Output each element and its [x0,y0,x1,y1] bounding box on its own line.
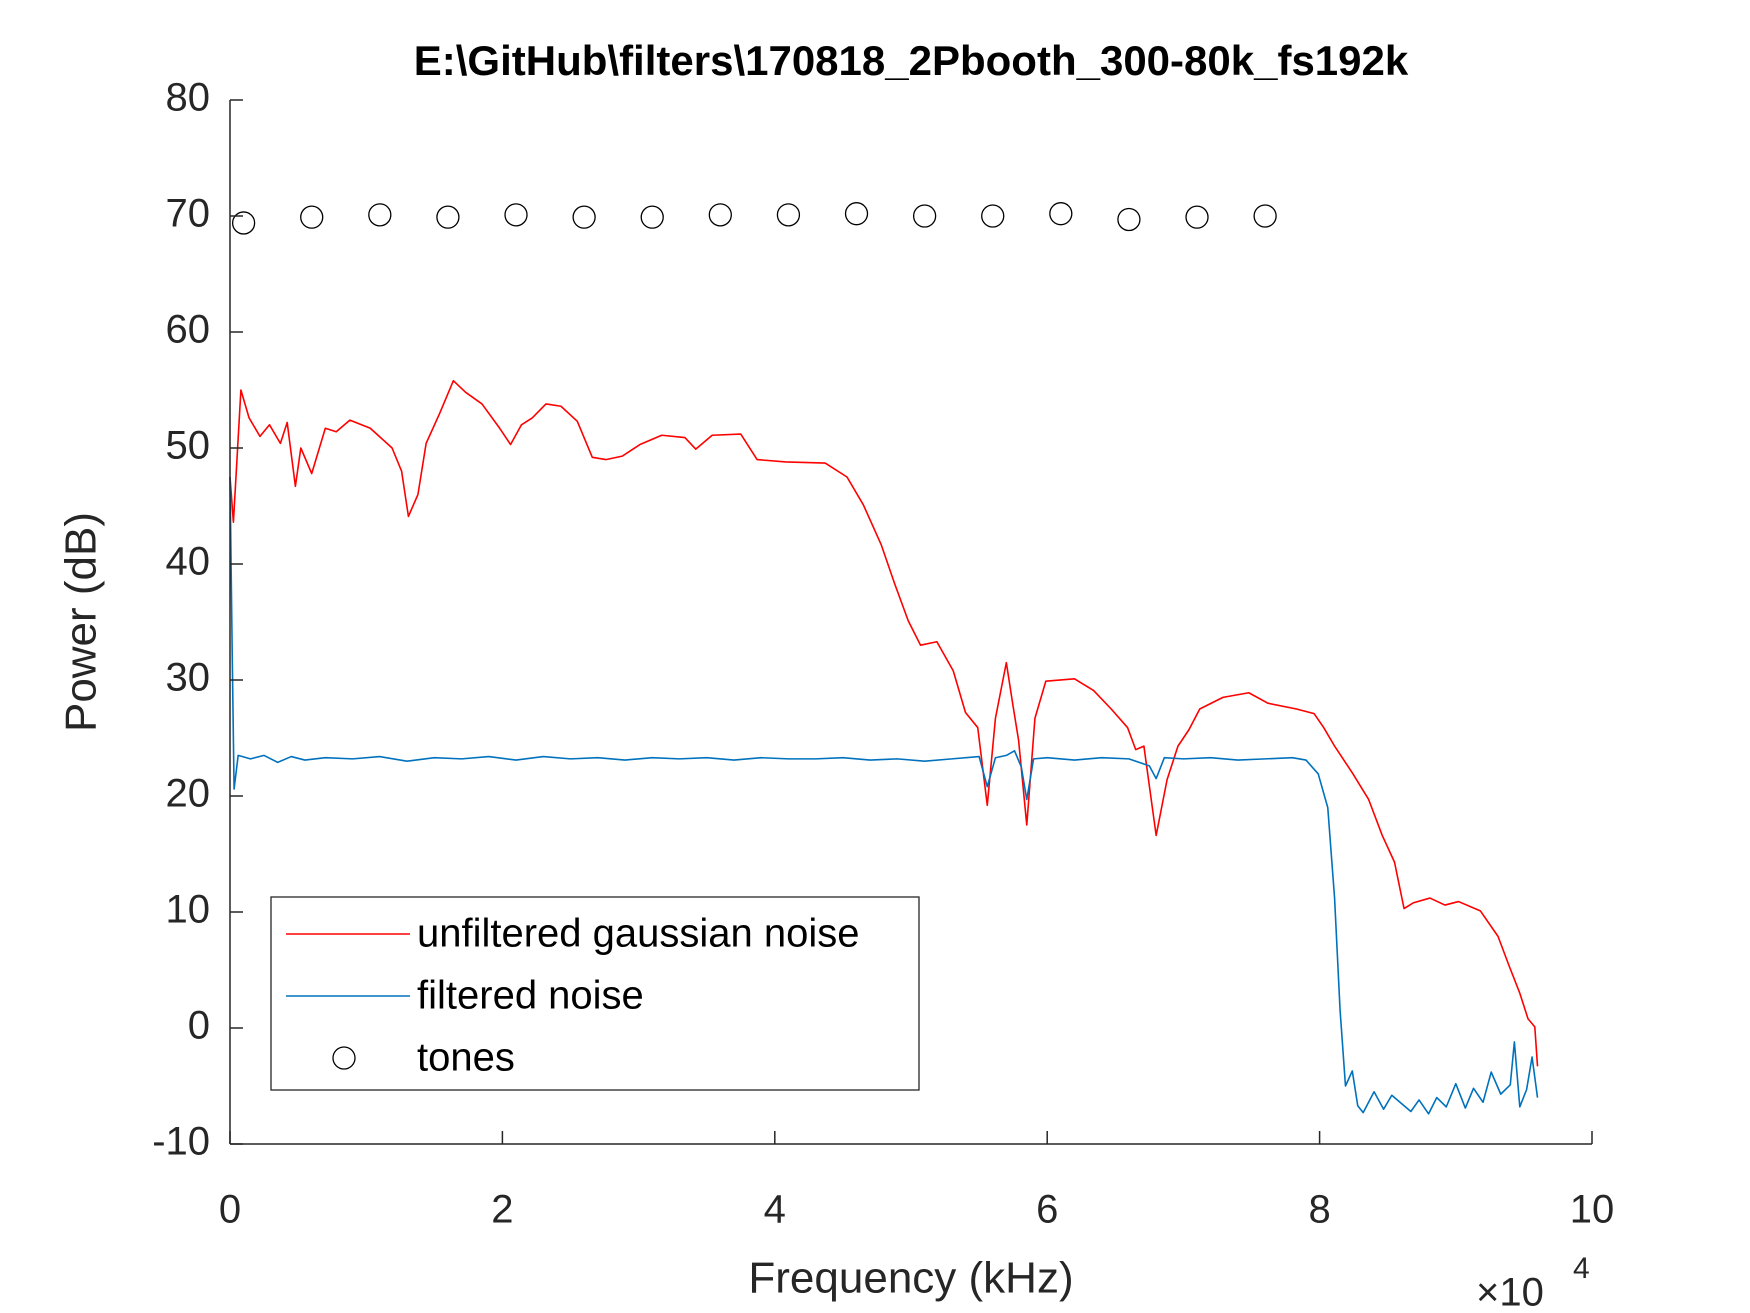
y-tick-label: 30 [166,656,211,700]
tone-marker [231,211,256,235]
legend-label: tones [417,1036,515,1080]
legend-marker [332,1046,356,1070]
chart-title: E:\GitHub\filters\170818_2Pbooth_300-80k… [414,37,1409,84]
x-tick-label: 2 [491,1188,513,1232]
y-tick-label: 40 [166,540,211,584]
tone-marker [1049,202,1073,226]
tone-marker [572,205,596,229]
tone-marker [436,205,460,229]
series-line [229,476,1539,1115]
y-tick-label: 80 [166,76,211,120]
tone-marker [708,203,732,227]
tone-marker [300,205,324,229]
tone-marker [368,203,392,227]
y-axis-label: Power (dB) [57,512,106,732]
x-tick-label: 6 [1036,1188,1058,1232]
tone-marker [981,204,1005,228]
tone-marker [504,203,528,227]
y-tick-label: -10 [152,1120,210,1164]
x-multiplier-exponent: 4 [1573,1252,1590,1285]
y-tick-label: 10 [166,888,211,932]
y-tick-label: 0 [188,1004,210,1048]
legend-box [270,896,920,1091]
x-axis-label: Frequency (kHz) [748,1254,1073,1303]
tone-marker [844,202,869,226]
tone-marker [1117,207,1141,232]
x-multiplier: ×10 [1476,1271,1544,1313]
legend: unfiltered gaussian noise filtered noise t… [270,896,920,1091]
plot-area [229,202,1539,1115]
y-tick-label: 60 [166,308,211,352]
legend-label: filtered noise [417,974,644,1018]
x-tick-label: 4 [764,1188,786,1232]
x-tick-label: 10 [1570,1188,1615,1232]
x-tick-label: 8 [1308,1188,1330,1232]
y-tick-label: 70 [166,192,211,236]
tone-marker [912,204,937,228]
x-tick-label: 0 [219,1188,241,1232]
y-tick-label: 50 [166,424,211,468]
y-tick-label: 20 [166,772,211,816]
tone-marker [1185,205,1209,229]
tone-marker [1253,204,1277,228]
tone-marker [776,203,801,227]
series-line [229,379,1539,1067]
legend-label: unfiltered gaussian noise [417,912,860,956]
tone-marker [640,205,664,229]
